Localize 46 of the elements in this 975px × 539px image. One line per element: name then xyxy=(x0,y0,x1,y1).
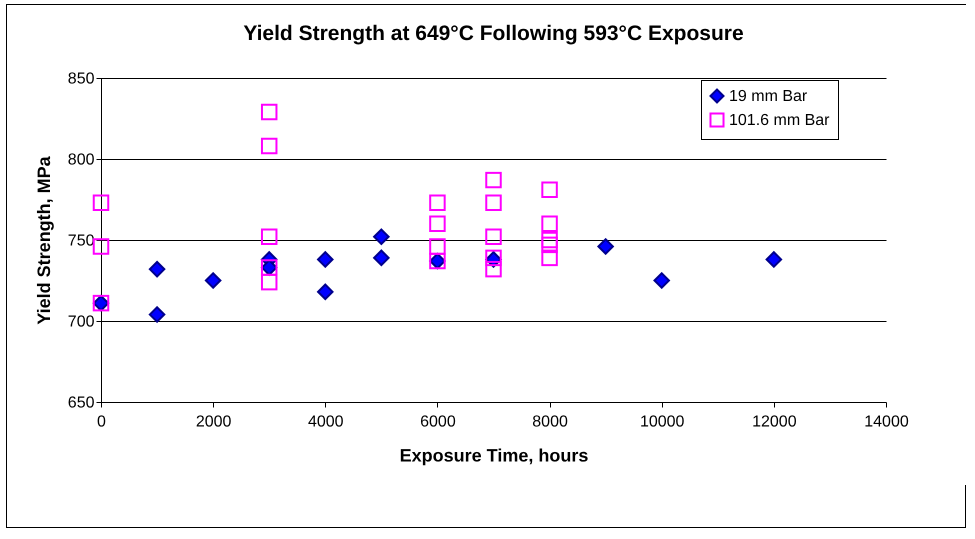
y-tick-label: 700 xyxy=(68,314,95,330)
point xyxy=(485,194,502,211)
x-tick-label: 4000 xyxy=(308,414,344,430)
point xyxy=(541,236,558,254)
point xyxy=(429,216,446,232)
point xyxy=(317,284,334,300)
point xyxy=(260,138,278,154)
legend-label: 19 mm Bar xyxy=(729,88,808,105)
point xyxy=(541,182,558,198)
y-axis-title: Yield Strength, MPa xyxy=(34,155,54,325)
point xyxy=(260,228,278,246)
x-tick-label: 12000 xyxy=(752,414,797,430)
point xyxy=(260,104,278,120)
point xyxy=(148,260,166,278)
point xyxy=(485,228,502,246)
point xyxy=(92,238,110,255)
point xyxy=(92,194,110,211)
point xyxy=(541,216,558,232)
point xyxy=(485,172,502,188)
x-tick-label: 0 xyxy=(97,414,106,430)
point xyxy=(317,251,334,268)
y-tick-label: 800 xyxy=(68,152,95,168)
y-tick-label: 650 xyxy=(68,394,95,412)
point xyxy=(541,250,558,266)
x-tick-label: 10000 xyxy=(640,414,685,430)
x-axis-title: Exposure Time, hours xyxy=(400,446,588,466)
point xyxy=(260,274,278,290)
point xyxy=(766,251,782,268)
x-tick-label: 8000 xyxy=(532,414,568,430)
point xyxy=(148,306,166,323)
point xyxy=(429,238,446,255)
x-tick-label: 2000 xyxy=(196,414,232,430)
point xyxy=(204,272,222,289)
y-tick-label: 850 xyxy=(68,70,95,88)
point xyxy=(653,272,670,289)
y-tick-label: 750 xyxy=(68,232,95,250)
point xyxy=(541,232,558,248)
legend-label: 101.6 mm Bar xyxy=(729,112,830,129)
point xyxy=(373,228,390,246)
x-tick-label: 6000 xyxy=(420,414,456,430)
point xyxy=(485,260,502,278)
x-tick-label: 14000 xyxy=(864,414,909,430)
point xyxy=(429,194,446,211)
point xyxy=(373,250,390,266)
point xyxy=(597,238,614,255)
chart-title: Yield Strength at 649°C Following 593°C Exposure xyxy=(243,22,744,45)
